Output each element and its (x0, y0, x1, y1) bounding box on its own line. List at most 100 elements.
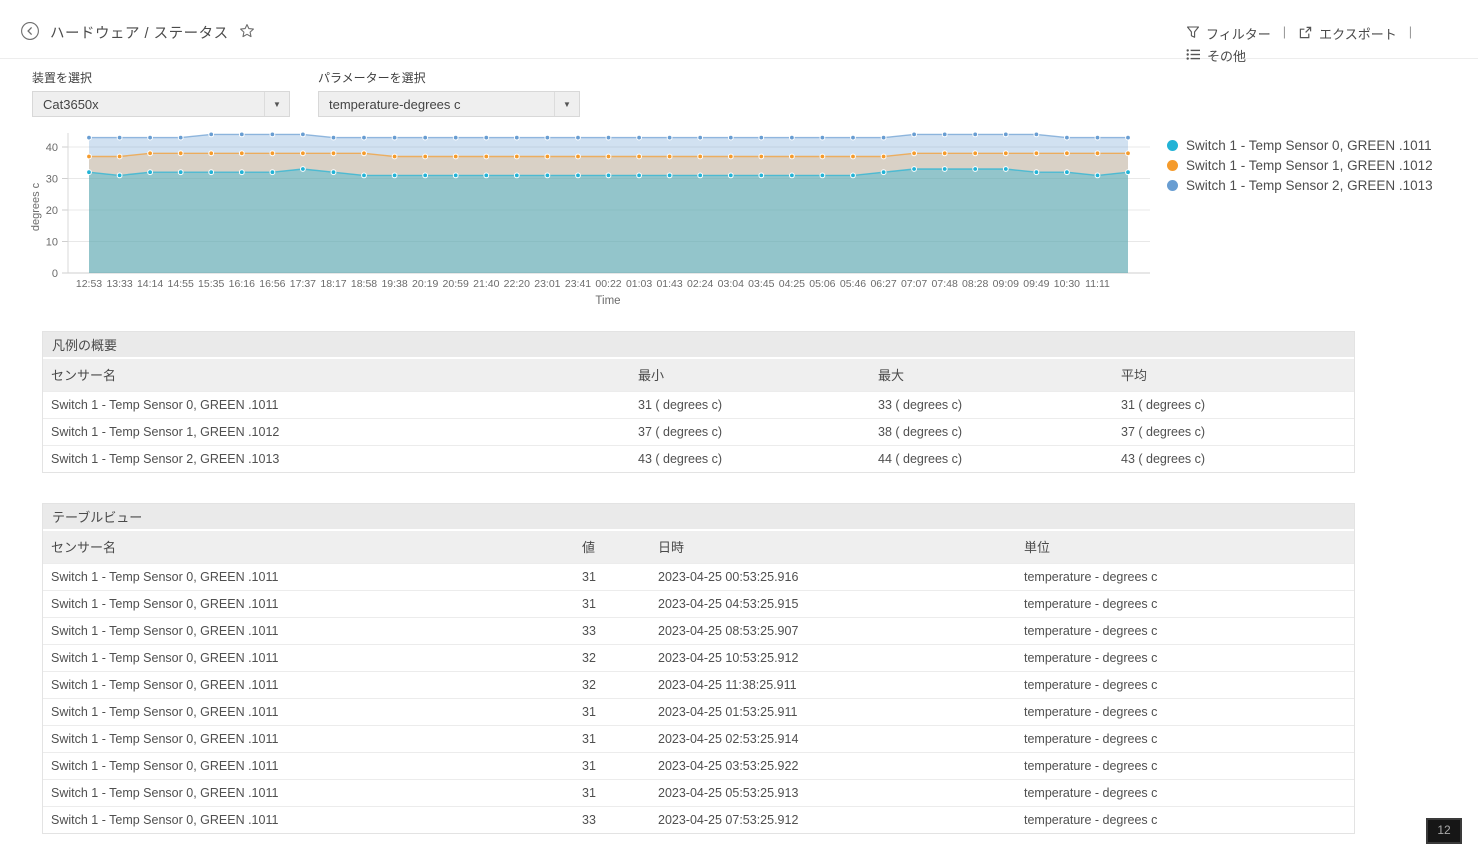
data-point (269, 150, 276, 157)
data-point (1002, 150, 1009, 157)
x-tick-label: 18:58 (351, 278, 377, 290)
table-cell: 31 (574, 751, 650, 779)
x-tick-label: 17:37 (290, 278, 316, 290)
data-point (697, 153, 704, 160)
x-tick-label: 22:20 (504, 278, 530, 290)
table-cell: temperature - degrees c (1016, 751, 1354, 779)
list-icon (1186, 48, 1201, 64)
data-point (513, 172, 520, 179)
data-point (727, 153, 734, 160)
x-tick-label: 03:45 (748, 278, 774, 290)
table-cell: Switch 1 - Temp Sensor 0, GREEN .1011 (43, 390, 630, 418)
data-point (819, 153, 826, 160)
legend-label: Switch 1 - Temp Sensor 2, GREEN .1013 (1186, 177, 1433, 193)
data-point (238, 169, 245, 176)
area-series (89, 169, 1128, 273)
table-cell: 2023-04-25 05:53:25.913 (650, 778, 1016, 806)
table-cell: Switch 1 - Temp Sensor 0, GREEN .1011 (43, 589, 574, 617)
table-cell: 33 (574, 805, 650, 833)
data-point (636, 172, 642, 179)
column-header: 最小 (630, 359, 870, 391)
area-series (89, 134, 1128, 273)
column-header: 単位 (1016, 531, 1354, 563)
more-button[interactable]: その他 (1186, 46, 1246, 65)
back-button[interactable] (20, 21, 40, 44)
data-point (361, 134, 367, 141)
table-cell: 31 ( degrees c) (630, 390, 870, 418)
data-point (789, 153, 795, 160)
data-point (300, 131, 306, 138)
data-point (300, 150, 306, 157)
filter-button[interactable]: フィルター (1186, 24, 1271, 43)
data-point (1094, 150, 1101, 157)
data-point (666, 172, 673, 179)
parameter-filter: パラメーターを選択 temperature-degrees c ▼ (318, 69, 580, 117)
device-filter: 装置を選択 Cat3650x ▼ (32, 69, 290, 117)
data-point (1064, 134, 1070, 141)
chevron-down-icon[interactable]: ▼ (264, 92, 289, 116)
data-point (636, 134, 642, 141)
page-title: ハードウェア / ステータス (50, 25, 229, 42)
x-tick-label: 13:33 (106, 278, 132, 290)
x-tick-label: 07:07 (901, 278, 927, 290)
export-button[interactable]: エクスポート (1298, 24, 1397, 43)
data-point (86, 169, 92, 176)
x-tick-label: 03:04 (718, 278, 744, 290)
table-header-row: センサー名 最小 最大 平均 (43, 359, 1354, 391)
x-tick-label: 07:48 (932, 278, 958, 290)
table-cell: 37 ( degrees c) (630, 417, 870, 445)
data-point (789, 134, 795, 141)
data-point (86, 153, 92, 160)
data-point (361, 172, 367, 179)
data-point (666, 134, 673, 141)
table-cell: Switch 1 - Temp Sensor 0, GREEN .1011 (43, 616, 574, 644)
section-title: 凡例の概要 (43, 332, 1354, 359)
data-point (513, 134, 520, 141)
table-cell: temperature - degrees c (1016, 562, 1354, 590)
data-point (727, 134, 734, 141)
x-axis-title: Time (595, 295, 620, 307)
header-actions: フィルター | エクスポート | その他 (1186, 24, 1464, 64)
data-point (1125, 134, 1131, 141)
chevron-down-icon[interactable]: ▼ (554, 92, 579, 116)
table-cell: temperature - degrees c (1016, 670, 1354, 698)
legend-item[interactable]: Switch 1 - Temp Sensor 1, GREEN .1012 (1167, 155, 1433, 175)
data-point (1002, 166, 1009, 172)
table-cell: Switch 1 - Temp Sensor 0, GREEN .1011 (43, 751, 574, 779)
data-point (330, 169, 337, 176)
device-select[interactable]: Cat3650x ▼ (32, 91, 290, 117)
data-point (422, 153, 429, 160)
area-series (89, 153, 1128, 273)
table-cell: 2023-04-25 10:53:25.912 (650, 643, 1016, 671)
parameter-select[interactable]: temperature-degrees c ▼ (318, 91, 580, 117)
legend-item[interactable]: Switch 1 - Temp Sensor 0, GREEN .1011 (1167, 135, 1433, 155)
data-point (941, 131, 948, 138)
separator: | (1408, 24, 1413, 39)
data-point (789, 172, 795, 179)
table-row: Switch 1 - Temp Sensor 0, GREEN .1011 31 2… (43, 778, 1354, 806)
x-tick-label: 18:17 (320, 278, 346, 290)
table-cell: Switch 1 - Temp Sensor 0, GREEN .1011 (43, 643, 574, 671)
device-select-value: Cat3650x (43, 96, 99, 112)
table-row: Switch 1 - Temp Sensor 0, GREEN .1011 31 2… (43, 697, 1354, 725)
table-row: Switch 1 - Temp Sensor 0, GREEN .1011 31 2… (43, 724, 1354, 752)
table-cell: Switch 1 - Temp Sensor 0, GREEN .1011 (43, 562, 574, 590)
data-point (758, 172, 765, 179)
data-point (911, 150, 917, 157)
parameter-select-label: パラメーターを選択 (318, 71, 426, 85)
data-point (177, 134, 184, 141)
y-tick-label: 30 (46, 174, 58, 186)
table-cell: 32 (574, 643, 650, 671)
device-select-label: 装置を選択 (32, 71, 93, 85)
table-row: Switch 1 - Temp Sensor 1, GREEN .1012 37 … (43, 417, 1354, 445)
favorite-button[interactable] (239, 23, 255, 42)
table-cell: 2023-04-25 04:53:25.915 (650, 589, 1016, 617)
table-cell: Switch 1 - Temp Sensor 2, GREEN .1013 (43, 444, 630, 472)
data-point (697, 172, 704, 179)
legend-item[interactable]: Switch 1 - Temp Sensor 2, GREEN .1013 (1167, 175, 1433, 195)
data-point (605, 172, 612, 179)
data-point (116, 134, 123, 141)
data-point (513, 153, 520, 160)
x-tick-label: 20:19 (412, 278, 438, 290)
data-point (269, 169, 276, 176)
